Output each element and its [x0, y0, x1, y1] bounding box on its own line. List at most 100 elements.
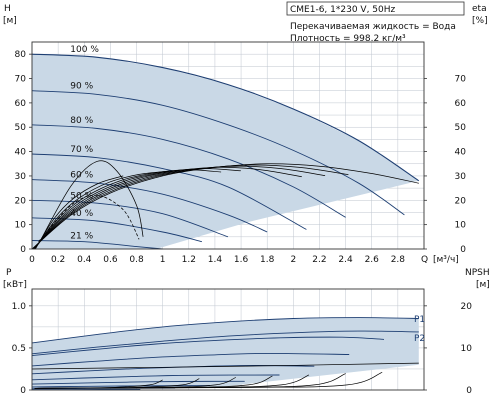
speed-label: 90 % — [70, 82, 93, 92]
flow-axis-label: Q — [421, 255, 428, 265]
efficiency-curve-dashed — [38, 194, 140, 242]
flow-tick-label: 1.8 — [260, 255, 275, 265]
head-tick-label: 0 — [20, 245, 26, 255]
flow-tick-label: 0.6 — [103, 255, 118, 265]
flow-tick-label: 0 — [29, 255, 35, 265]
speed-curve-40 — [31, 217, 203, 243]
power-curve-reduced — [31, 374, 280, 381]
speed-label: 80 % — [70, 116, 93, 126]
speed-label: 40 % — [70, 209, 93, 219]
power-curve-reduced — [31, 380, 245, 385]
speed-curve-50 — [31, 199, 229, 238]
power-frame — [31, 288, 425, 391]
flow-tick-label: 2.4 — [338, 255, 353, 265]
power-tick-label: 0 — [20, 386, 26, 396]
power-chart: 0 0.5 1.0 0 10 20 P [кВт] NPSH [м] P1 P2 — [3, 268, 490, 396]
p1-label: P1 — [414, 315, 425, 325]
efficiency-curve — [33, 168, 241, 250]
npsh-axis-ticks: 0 10 20 — [424, 302, 472, 396]
speed-label: 60 % — [70, 171, 93, 181]
head-tick-label: 30 — [15, 172, 27, 182]
head-axis-ticks: 0 10 20 30 40 50 60 70 80 — [15, 50, 32, 255]
efficiency-curve — [32, 165, 326, 250]
flow-tick-label: 1 — [160, 255, 166, 265]
speed-curve-100 — [31, 53, 420, 182]
efficiency-curve — [34, 170, 169, 250]
flow-tick-label: 2.2 — [312, 255, 326, 265]
flow-tick-label: 1.6 — [234, 255, 249, 265]
speed-label: 50 % — [70, 191, 93, 201]
speed-label: 70 % — [70, 145, 93, 155]
head-axis-label: H — [4, 4, 11, 14]
eta-axis-unit: [%] — [472, 16, 488, 26]
power-tick-label: 0.5 — [12, 344, 26, 354]
speed-curve-80 — [31, 124, 346, 218]
npsh-axis-label: NPSH — [465, 268, 490, 278]
eta-axis-ticks: 0 10 20 30 40 50 60 70 — [424, 75, 466, 255]
power-curve-p2 — [31, 330, 419, 355]
npsh-tick-label: 20 — [461, 302, 473, 312]
efficiency-curve — [32, 164, 349, 250]
head-tick-label: 20 — [15, 196, 27, 206]
flow-tick-label: 0.8 — [129, 255, 144, 265]
p2-label: P2 — [414, 334, 425, 344]
head-tick-label: 60 — [15, 99, 27, 109]
npsh-tick-label: 10 — [461, 344, 473, 354]
efficiency-curve — [34, 169, 222, 250]
efficiency-curve — [35, 175, 124, 250]
eta-tick-label: 10 — [455, 221, 467, 231]
efficiency-curve-low — [38, 160, 144, 245]
speed-curve-70 — [31, 153, 307, 230]
head-tick-label: 10 — [15, 221, 27, 231]
flow-axis-ticks: 0 0.2 0.4 0.6 0.8 1 1.2 1.4 1.6 1.8 2 2.2 2.4 2.6 2.8 — [29, 255, 405, 265]
efficiency-curves — [31, 160, 419, 250]
npsh-tick-label: 0 — [466, 386, 472, 396]
npsh-curve-top — [31, 362, 419, 370]
head-tick-label: 80 — [15, 50, 27, 60]
density-annotation: Плотность = 998.2 кг/м³ — [290, 34, 406, 44]
power-curve-p1 — [31, 317, 419, 344]
efficiency-curve — [33, 166, 302, 250]
speed-curve-90 — [31, 90, 405, 216]
speed-curve-labels: 100 % 90 % 80 % 70 % 60 % 50 % 40 % 21 % — [70, 45, 99, 241]
liquid-annotation: Перекачиваемая жидкость = Вода — [290, 22, 456, 32]
power-tick-label: 1.0 — [12, 302, 27, 312]
head-tick-label: 50 — [15, 123, 27, 133]
operating-field — [32, 54, 419, 250]
power-axis-unit: [кВт] — [3, 280, 27, 290]
flow-tick-label: 0.2 — [51, 255, 65, 265]
eta-tick-label: 0 — [460, 245, 466, 255]
npsh-curve — [34, 371, 383, 389]
title-box — [286, 1, 465, 16]
flow-tick-label: 2.6 — [365, 255, 380, 265]
npsh-axis-unit: [м] — [476, 280, 490, 290]
power-field — [32, 317, 419, 390]
flow-tick-label: 1.4 — [208, 255, 223, 265]
eta-axis-label: eta — [472, 4, 487, 14]
power-curve-reduced — [31, 352, 350, 367]
flow-tick-label: 0.4 — [77, 255, 92, 265]
power-axis-label: P — [6, 268, 12, 278]
npsh-curves — [31, 362, 419, 389]
speed-curve-21 — [31, 240, 163, 250]
flow-tick-label: 2.8 — [391, 255, 406, 265]
power-curve-reduced — [31, 336, 385, 357]
head-tick-label: 40 — [15, 148, 27, 158]
head-tick-label: 70 — [15, 75, 27, 85]
performance-chart: 0 10 20 30 40 50 60 70 80 0 10 20 30 40 50 60 70 0 0.2 0.… — [3, 1, 488, 265]
head-axis-unit: [м] — [3, 16, 17, 26]
flow-tick-label: 2 — [290, 255, 296, 265]
flow-tick-label: 1.2 — [182, 255, 196, 265]
power-axis-ticks: 0 0.5 1.0 — [12, 302, 32, 396]
eta-tick-label: 50 — [455, 123, 467, 133]
eta-tick-label: 30 — [455, 172, 467, 182]
speed-label: 100 % — [70, 45, 99, 55]
performance-frame — [31, 41, 425, 250]
eta-tick-label: 60 — [455, 99, 467, 109]
flow-axis-unit: [м³/ч] — [433, 255, 459, 265]
eta-tick-label: 40 — [455, 148, 467, 158]
chart-title: CME1-6, 1*230 V, 50Hz — [290, 5, 396, 15]
speed-label: 21 % — [70, 231, 93, 241]
eta-tick-label: 20 — [455, 196, 467, 206]
